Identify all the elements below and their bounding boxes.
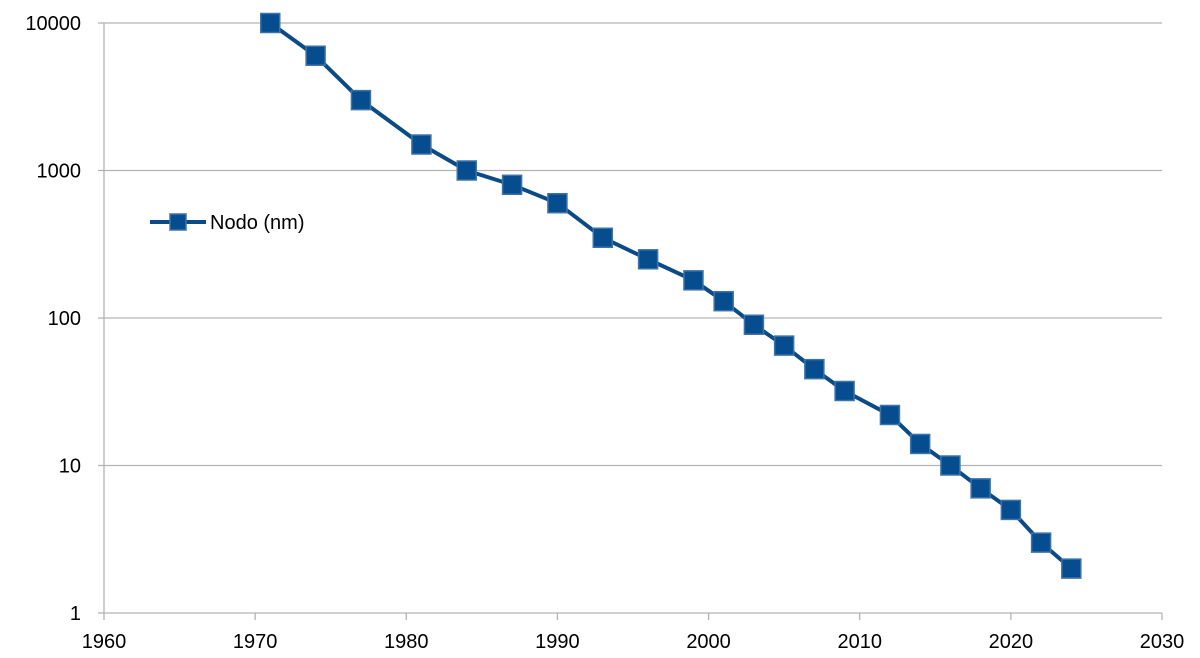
data-point-2022: [1030, 532, 1052, 553]
x-tick-label-2000: 2000: [686, 631, 731, 653]
data-point-2020: [1000, 499, 1022, 521]
data-point-2024: [1061, 558, 1082, 579]
x-tick-label-2010: 2010: [837, 631, 882, 653]
x-axis-ticks: 1960 1970 1980 1990 2000 2010 2020 2030: [82, 613, 1185, 653]
y-tick-label-10000: 10000: [25, 13, 81, 35]
gridlines: [104, 22, 1162, 467]
data-point-1977: [350, 89, 372, 111]
x-tick-label-1990: 1990: [535, 631, 580, 653]
x-tick-label-2030: 2030: [1140, 631, 1185, 653]
data-point-1987: [501, 174, 523, 196]
data-point-2001: [713, 290, 734, 312]
data-point-2005: [773, 335, 795, 356]
data-point-1971: [260, 12, 281, 34]
legend-label: Nodo (nm): [210, 212, 304, 234]
y-tick-label-100: 100: [48, 308, 81, 330]
data-point-1993: [592, 227, 614, 248]
data-point-1990: [547, 192, 568, 214]
data-point-1981: [411, 134, 432, 155]
y-tick-label-10: 10: [59, 456, 81, 478]
data-point-1999: [683, 270, 704, 291]
data-point-2012: [879, 404, 901, 426]
y-tick-label-1000: 1000: [37, 161, 82, 183]
data-point-2016: [940, 455, 961, 476]
x-tick-label-1980: 1980: [384, 631, 429, 653]
data-point-2003: [743, 314, 765, 335]
data-point-2014: [909, 433, 931, 455]
series-line-0: [269, 21, 1073, 571]
data-point-1984: [456, 160, 477, 181]
y-tick-label-1: 1: [70, 603, 81, 625]
data-point-2018: [970, 478, 991, 499]
series-nodo: [260, 12, 1082, 579]
data-point-2009: [834, 380, 855, 402]
x-tick-label-2020: 2020: [989, 631, 1034, 653]
data-point-1996: [637, 249, 659, 270]
data-point-2007: [804, 358, 825, 380]
x-tick-label-1970: 1970: [233, 631, 278, 653]
x-tick-label-1960: 1960: [82, 631, 127, 653]
y-axis-ticks: 1 10 100 1000 10000: [25, 13, 104, 625]
legend-marker-swatch: [169, 213, 187, 231]
data-point-1974: [305, 45, 326, 66]
legend: Nodo (nm): [150, 212, 304, 234]
